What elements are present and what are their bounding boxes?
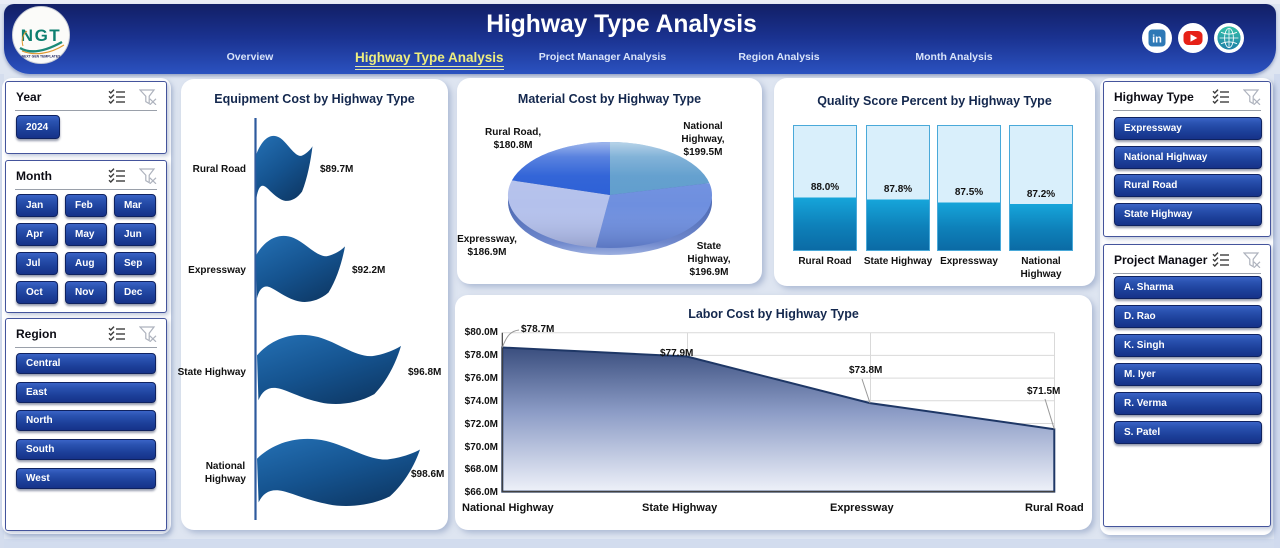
svg-text:NGT: NGT [21,26,61,45]
svg-text:in: in [1152,34,1162,46]
svg-text:NEXT GEN TEMPLATES: NEXT GEN TEMPLATES [22,54,61,58]
